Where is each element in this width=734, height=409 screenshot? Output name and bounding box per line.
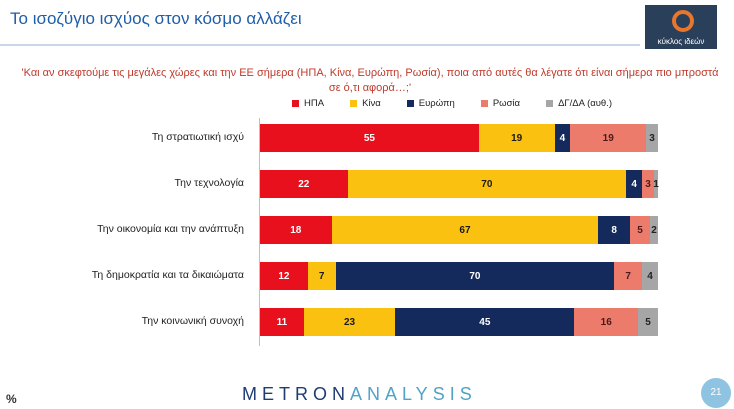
data-label: 7 [625, 270, 631, 282]
bar-segment: 4 [554, 124, 571, 152]
category-label: Τη στρατιωτική ισχύ [151, 131, 244, 143]
legend-item: Ευρώπη [406, 98, 455, 109]
data-label: 4 [559, 132, 566, 144]
data-label: 70 [469, 270, 481, 282]
legend-item: ΔΓ/ΔΑ (αυθ.) [546, 98, 612, 109]
category-label: Τη δημοκρατία και τα δικαιώματα [91, 269, 244, 281]
brand-bold-text: METRON [242, 384, 350, 404]
legend-swatch [480, 100, 488, 107]
bar-segment: 22 [260, 170, 348, 198]
chart-legend: ΗΠΑ Κίνα Ευρώπη Ρωσία ΔΓ/ΔΑ (αυθ.) [292, 98, 638, 109]
bar-segment: 7 [307, 262, 336, 290]
data-label: 70 [481, 178, 493, 190]
kyklos-ideon-logo: κύκλος ιδεών [645, 5, 717, 49]
category-label: Την κοινωνική συνοχή [141, 315, 244, 327]
bar-segment: 12 [260, 262, 308, 290]
page-number-badge: 21 [701, 378, 731, 408]
data-label: 1 [653, 178, 659, 190]
legend-label: Κίνα [362, 98, 381, 109]
bar-segment: 70 [347, 170, 627, 198]
data-label: 16 [600, 316, 612, 328]
brand-thin-text: ANALYSIS [350, 384, 477, 404]
legend-label: ΗΠΑ [304, 98, 325, 109]
data-label: 55 [363, 132, 375, 144]
bar-segment: 19 [570, 124, 647, 152]
legend-item: Κίνα [350, 98, 381, 109]
data-label: 11 [276, 316, 288, 328]
data-label: 4 [631, 178, 637, 190]
bar-segment: 1 [653, 170, 659, 198]
page-title: Το ισοζύγιο ισχύος στον κόσμο αλλάζει [10, 9, 302, 28]
chart-axis-line [259, 118, 260, 346]
logo-text: κύκλος ιδεών [657, 37, 705, 46]
bar-segment: 5 [638, 308, 658, 336]
legend-label: Ευρώπη [418, 98, 455, 109]
category-label: Την τεχνολογία [174, 177, 244, 189]
data-label: 45 [479, 316, 491, 328]
data-label: 8 [611, 224, 617, 236]
data-label: 3 [645, 178, 651, 190]
data-label: 3 [649, 132, 655, 144]
legend-swatch [546, 100, 554, 107]
data-label: 19 [511, 132, 523, 144]
bar-segment: 8 [598, 216, 631, 244]
bar-row: 22 70 4 3 1 [260, 170, 659, 198]
bar-row: 18 67 8 5 2 [260, 216, 658, 244]
bar-segment: 18 [260, 216, 332, 244]
bar-segment: 5 [630, 216, 650, 244]
bar-segment: 11 [260, 308, 304, 336]
bar-segment: 4 [642, 262, 658, 290]
data-label: 7 [318, 270, 325, 282]
percent-unit-label: % [6, 392, 17, 406]
data-label: 67 [459, 224, 471, 236]
legend-label: Ρωσία [492, 98, 521, 109]
data-label: 2 [651, 224, 657, 236]
bar-segment: 3 [642, 170, 654, 198]
legend-swatch [292, 100, 299, 107]
data-label: 12 [278, 270, 290, 282]
bar-segment: 67 [331, 216, 599, 244]
category-label: Την οικονομία και την ανάπτυξη [97, 223, 244, 235]
data-label: 22 [298, 178, 310, 190]
survey-question: 'Και αν σκεφτούμε τις μεγάλες χώρες και … [21, 67, 719, 94]
bar-segment: 7 [614, 262, 643, 290]
data-label: 18 [290, 224, 302, 236]
bar-segment: 19 [478, 124, 555, 152]
legend-label: ΔΓ/ΔΑ (αυθ.) [558, 98, 613, 109]
data-label: 23 [343, 316, 356, 328]
metron-analysis-brand: METRONANALYSIS [242, 384, 477, 405]
bar-row: 12 7 70 7 4 [260, 262, 658, 290]
bar-row: 55 19 4 19 3 [260, 124, 658, 152]
logo-ring-icon [672, 10, 694, 32]
bar-segment: 2 [650, 216, 658, 244]
legend-item: Ρωσία [480, 98, 521, 109]
data-label: 19 [602, 132, 614, 144]
bar-row: 11 23 45 16 5 [260, 308, 658, 336]
bar-segment: 16 [574, 308, 639, 336]
bar-segment: 70 [335, 262, 615, 290]
data-label: 5 [637, 224, 643, 236]
bar-segment: 3 [646, 124, 658, 152]
data-label: 5 [645, 316, 651, 328]
legend-swatch [350, 100, 358, 107]
legend-swatch [406, 100, 414, 107]
title-divider [0, 44, 640, 46]
bar-segment: 45 [395, 308, 575, 336]
data-label: 4 [647, 270, 653, 282]
bar-segment: 55 [260, 124, 479, 152]
legend-item: ΗΠΑ [292, 98, 324, 109]
bar-segment: 23 [303, 308, 396, 336]
bar-segment: 4 [626, 170, 643, 198]
